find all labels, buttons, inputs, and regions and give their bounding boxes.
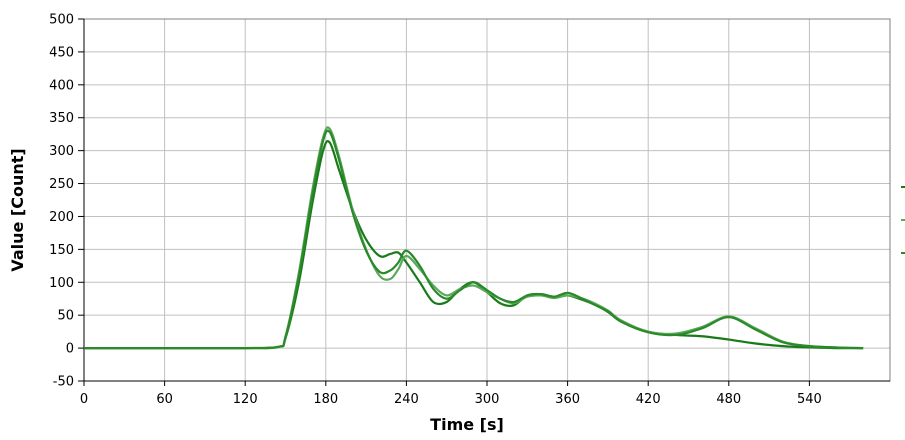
y-tick-label: 50 xyxy=(57,309,74,324)
y-tick-label: 150 xyxy=(49,243,74,258)
y-tick-label: 200 xyxy=(49,210,74,225)
x-tick-label: 180 xyxy=(313,392,338,407)
x-tick-label: 120 xyxy=(233,392,258,407)
y-tick-label: 250 xyxy=(49,177,74,192)
x-tick-label: 240 xyxy=(394,392,419,407)
y-tick-label: 0 xyxy=(66,342,74,357)
y-tick-label: -50 xyxy=(53,375,74,390)
y-tick-label: 450 xyxy=(49,45,74,60)
x-axis-title: Time [s] xyxy=(430,415,504,434)
tick-labels: 0 60 120 180 240 300 360 420 480 540 -50 0 50 100 150 2… xyxy=(49,13,822,408)
grid xyxy=(83,18,890,382)
x-tick-label: 300 xyxy=(475,392,500,407)
tick-marks xyxy=(78,18,890,386)
x-tick-label: 480 xyxy=(716,392,741,407)
legend xyxy=(901,186,905,254)
x-tick-label: 540 xyxy=(797,392,822,407)
x-tick-label: 0 xyxy=(80,392,88,407)
x-tick-label: 360 xyxy=(555,392,580,407)
series-line-3 xyxy=(83,129,864,350)
x-tick-label: 60 xyxy=(156,392,173,407)
series-line-1 xyxy=(83,140,864,350)
y-tick-label: 300 xyxy=(49,144,74,159)
x-tick-label: 420 xyxy=(636,392,661,407)
y-tick-label: 500 xyxy=(49,13,74,28)
y-tick-label: 350 xyxy=(49,111,74,126)
series-layer xyxy=(83,126,864,350)
y-axis-title: Value [Count] xyxy=(8,148,27,271)
y-tick-label: 400 xyxy=(49,78,74,93)
y-tick-label: 100 xyxy=(49,276,74,291)
